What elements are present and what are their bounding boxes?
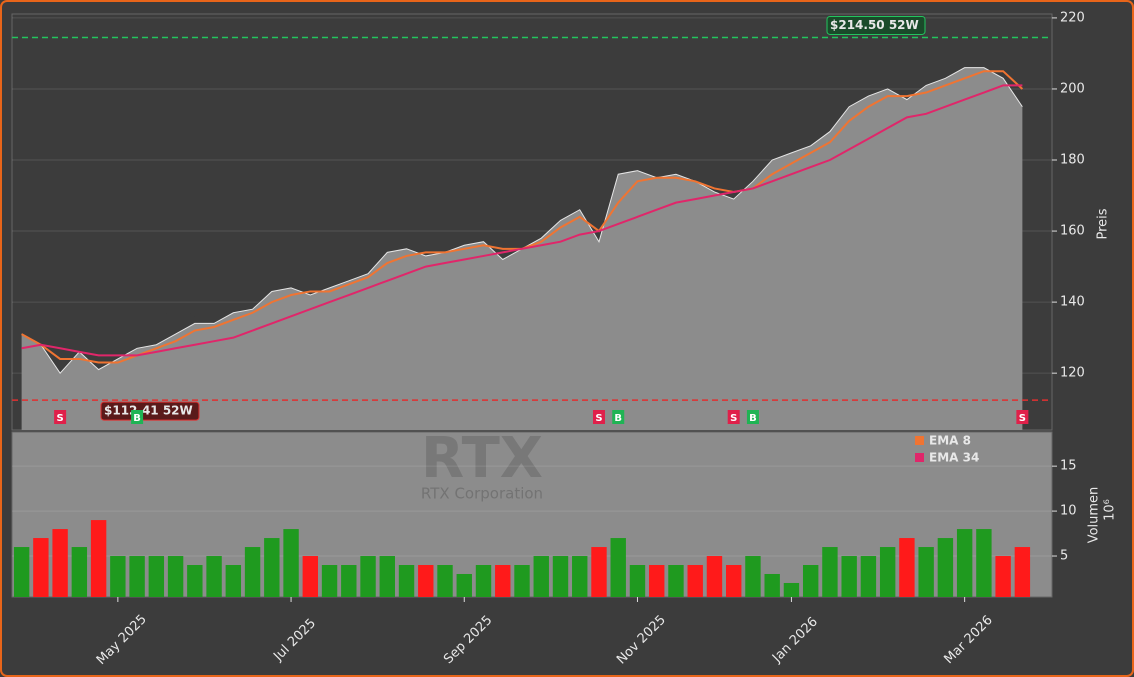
- volume-bar: [264, 538, 280, 597]
- y-tick-label: 120: [1060, 366, 1085, 381]
- volume-bar: [418, 565, 434, 597]
- y-tick-label: 200: [1060, 81, 1085, 96]
- volume-bar: [379, 556, 395, 597]
- signal-label: S: [595, 413, 602, 424]
- signal-label: S: [1019, 413, 1026, 424]
- volume-bar: [533, 556, 549, 597]
- volume-bar: [90, 520, 107, 597]
- annotation-box: [826, 15, 926, 35]
- volume-panel: [11, 431, 1053, 598]
- signal-marker: [131, 410, 144, 424]
- volume-bar: [706, 556, 723, 597]
- volume-bar: [437, 565, 453, 597]
- volume-bar: [187, 565, 203, 597]
- company: RTX Corporation: [421, 485, 543, 503]
- y-tick-label: 220: [1060, 10, 1085, 25]
- signal-marker: [612, 410, 625, 424]
- volume-bar: [13, 547, 30, 597]
- volume-bar: [456, 573, 472, 597]
- volume-bar: [995, 556, 1011, 597]
- y-tick-label: 10: [1060, 504, 1077, 519]
- annotation-label: $112.41 52W: [104, 404, 193, 418]
- y-tick-label: 5: [1060, 549, 1068, 564]
- signal-marker: [54, 410, 67, 424]
- volume-bar: [341, 565, 357, 597]
- volume-bar: [687, 565, 703, 597]
- volume-bar: [610, 538, 626, 597]
- volume-bar: [764, 573, 780, 597]
- y-axis-unit: 10⁶: [1103, 499, 1118, 521]
- signal-label: B: [749, 413, 757, 424]
- volume-bar: [167, 556, 184, 597]
- volume-bar: [802, 565, 819, 597]
- signal-marker: [727, 410, 740, 424]
- volume-bar: [879, 547, 896, 597]
- signal-marker: [1016, 410, 1029, 424]
- signal-marker: [592, 410, 605, 424]
- y-axis-label: Volumen: [1087, 487, 1102, 544]
- volume-bar: [783, 582, 800, 597]
- volume-bar: [475, 565, 492, 597]
- volume-bar: [129, 556, 145, 597]
- volume-bar: [649, 565, 665, 597]
- y-tick-label: 160: [1060, 224, 1085, 239]
- volume-bar: [1014, 547, 1031, 597]
- volume-bar: [283, 529, 299, 597]
- volume-bar: [302, 556, 318, 597]
- volume-bar: [110, 556, 126, 597]
- volume-bar: [918, 547, 934, 597]
- ema-line: [21, 84, 1023, 357]
- volume-bar: [976, 529, 992, 597]
- volume-bar: [668, 565, 684, 597]
- volume-bar: [33, 538, 49, 597]
- signal-label: B: [133, 413, 141, 424]
- legend-swatch: [915, 453, 924, 462]
- ticker: RTX: [421, 426, 543, 491]
- y-tick-label: 15: [1060, 459, 1077, 474]
- volume-bar: [937, 538, 954, 597]
- signal-marker: [746, 410, 759, 424]
- legend-label: EMA 8: [929, 434, 971, 448]
- volume-bar: [572, 556, 588, 597]
- volume-bar: [148, 556, 165, 597]
- volume-bar: [495, 565, 511, 597]
- volume-bar: [244, 547, 261, 597]
- volume-bar: [552, 556, 569, 597]
- signal-label: S: [57, 413, 64, 424]
- volume-bar: [591, 547, 607, 597]
- volume-bar: [398, 565, 415, 597]
- volume-bar: [71, 547, 88, 597]
- y-tick-label: 140: [1060, 295, 1085, 310]
- signal-label: B: [614, 413, 622, 424]
- legend-label: EMA 34: [929, 451, 979, 465]
- volume-bar: [726, 565, 742, 597]
- annotation-label: $214.50 52W: [830, 18, 919, 32]
- volume-bar: [225, 565, 242, 597]
- annotation-box: [100, 401, 200, 421]
- volume-bar: [956, 529, 973, 597]
- volume-bar: [822, 547, 838, 597]
- y-tick-label: 180: [1060, 153, 1085, 168]
- y-axis-label: Preis: [1096, 208, 1111, 239]
- volume-bar: [629, 565, 646, 597]
- signal-label: S: [730, 413, 737, 424]
- legend-swatch: [915, 436, 924, 445]
- volume-bar: [514, 565, 530, 597]
- volume-bar: [860, 556, 877, 597]
- volume-bar: [321, 565, 338, 597]
- volume-bar: [745, 556, 761, 597]
- volume-bar: [206, 556, 222, 597]
- volume-bar: [899, 538, 915, 597]
- volume-bar: [841, 556, 857, 597]
- volume-bar: [52, 529, 68, 597]
- volume-bar: [360, 556, 376, 597]
